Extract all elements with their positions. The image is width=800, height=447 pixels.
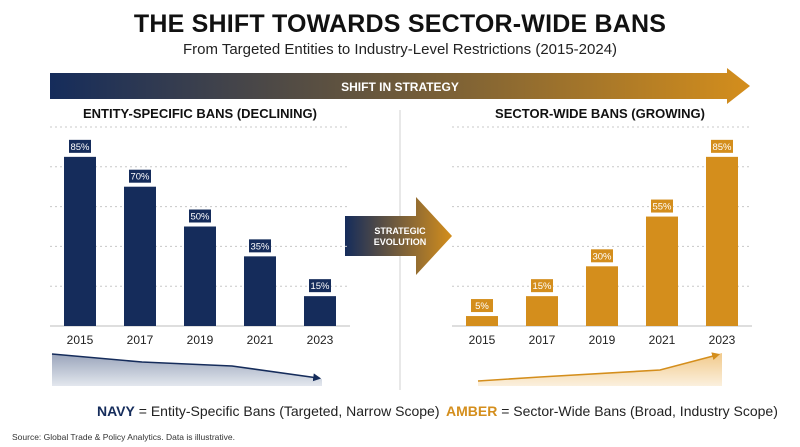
entity-value-label-2015: 85% <box>70 142 90 153</box>
sector-value-label-2021: 55% <box>652 202 672 213</box>
legend-navy: NAVY = Entity-Specific Bans (Targeted, N… <box>97 403 440 419</box>
legend-amber-key: AMBER <box>446 403 498 419</box>
sector-bar-2023 <box>706 156 738 326</box>
right-panel-title: SECTOR-WIDE BANS (GROWING) <box>495 106 705 121</box>
strategic-evolution-line2: EVOLUTION <box>374 237 427 247</box>
sector-tick-label-2023: 2023 <box>709 333 736 347</box>
strategy-banner-label: SHIFT IN STRATEGY <box>341 80 459 94</box>
entity-tick-label-2023: 2023 <box>307 333 334 347</box>
left-trend-line <box>51 353 322 382</box>
sector-tick-label-2019: 2019 <box>589 333 616 347</box>
strategic-evolution-arrow <box>345 197 452 275</box>
entity-value-label-2019: 50% <box>190 212 210 223</box>
sector-bans-chart: 5% 2015 15% 2017 30% 2019 55% 2021 85% 2023 <box>452 126 752 347</box>
strategy-banner-arrow <box>50 68 750 104</box>
entity-value-label-2017: 70% <box>130 172 150 183</box>
sector-bar-2019 <box>586 266 618 326</box>
legend-navy-text: = Entity-Specific Bans (Targeted, Narrow… <box>134 403 440 419</box>
entity-value-label-box-2019 <box>189 209 211 223</box>
legend-amber: AMBER = Sector-Wide Bans (Broad, Industr… <box>446 403 778 419</box>
sector-value-label-box-2015 <box>471 299 493 313</box>
left-trend-area <box>52 354 322 386</box>
entity-bar-2017 <box>124 186 156 326</box>
sector-tick-label-2015: 2015 <box>469 333 496 347</box>
page-subtitle: From Targeted Entities to Industry-Level… <box>182 41 618 58</box>
entity-bar-2019 <box>184 226 216 326</box>
entity-tick-label-2015: 2015 <box>67 333 94 347</box>
entity-value-label-2023: 15% <box>310 281 330 292</box>
sector-value-label-2023: 85% <box>712 142 732 153</box>
right-trend-area <box>478 353 722 386</box>
entity-tick-label-2021: 2021 <box>247 333 274 347</box>
sector-value-label-2015: 5% <box>475 301 489 312</box>
sector-bar-2015 <box>466 316 498 326</box>
sector-bar-2021 <box>646 216 678 326</box>
strategic-evolution-line1: STRATEGIC <box>374 226 426 236</box>
sector-value-label-box-2017 <box>531 279 553 293</box>
entity-bar-2015 <box>64 156 96 326</box>
sector-value-label-2017: 15% <box>532 281 552 292</box>
entity-value-label-box-2023 <box>309 279 331 293</box>
entity-value-label-box-2021 <box>249 239 271 253</box>
entity-bar-2021 <box>244 256 276 326</box>
sector-tick-label-2017: 2017 <box>529 333 556 347</box>
page-title: THE SHIFT TOWARDS SECTOR-WIDE BANS <box>133 10 667 38</box>
sector-value-label-box-2023 <box>711 139 733 153</box>
sector-tick-label-2021: 2021 <box>649 333 676 347</box>
sector-value-label-box-2021 <box>651 199 673 213</box>
right-trend-line <box>477 352 721 382</box>
sector-value-label-box-2019 <box>591 249 613 263</box>
source-note: Source: Global Trade & Policy Analytics.… <box>12 432 235 442</box>
entity-bar-2023 <box>304 296 336 326</box>
sector-value-label-2019: 30% <box>592 251 612 262</box>
entity-value-label-box-2015 <box>69 139 91 153</box>
entity-tick-label-2017: 2017 <box>127 333 154 347</box>
legend-amber-text: = Sector-Wide Bans (Broad, Industry Scop… <box>497 403 778 419</box>
legend-navy-key: NAVY <box>97 403 135 419</box>
entity-value-label-2021: 35% <box>250 241 270 252</box>
entity-value-label-box-2017 <box>129 169 151 183</box>
entity-tick-label-2019: 2019 <box>187 333 214 347</box>
entity-bans-chart: 85% 2015 70% 2017 50% 2019 35% 2021 15% 2023 <box>50 126 350 347</box>
left-panel-title: ENTITY-SPECIFIC BANS (DECLINING) <box>82 106 317 121</box>
sector-bar-2017 <box>526 296 558 326</box>
